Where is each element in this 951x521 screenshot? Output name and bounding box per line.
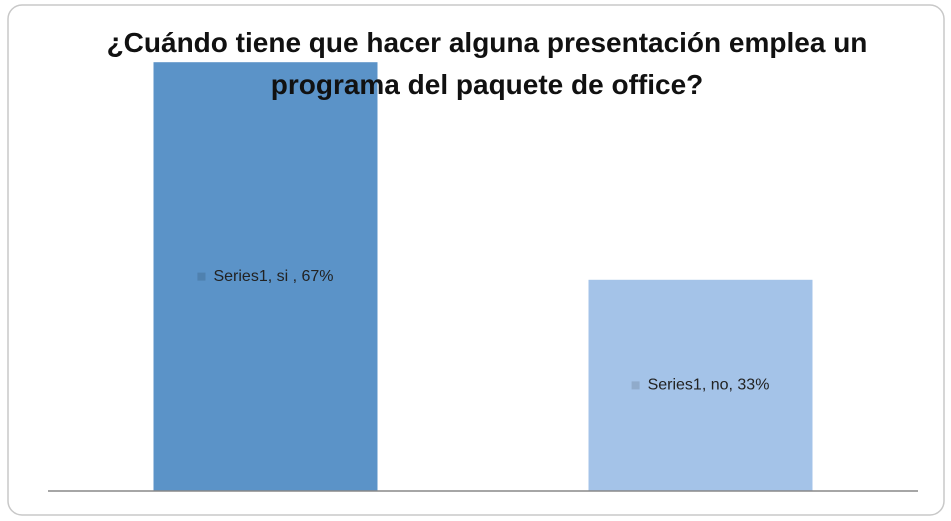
bar <box>588 279 813 491</box>
data-label: Series1, si , 67% <box>213 268 333 285</box>
data-label: Series1, no, 33% <box>648 377 770 394</box>
bar <box>153 62 378 491</box>
legend-key-shade <box>197 272 206 281</box>
legend-key <box>197 272 206 281</box>
legend-key <box>631 381 640 390</box>
chart-title: ¿Cuándo tiene que hacer alguna presentac… <box>106 27 868 100</box>
legend-key-shade <box>631 381 640 390</box>
